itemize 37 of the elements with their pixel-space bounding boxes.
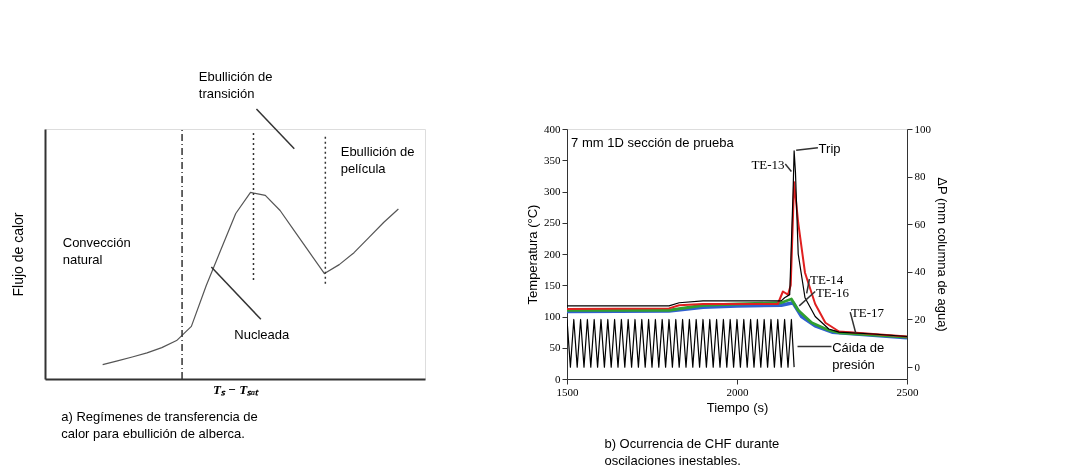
y-tick-label: 50 — [549, 341, 561, 354]
y-tick-label: 150 — [544, 278, 561, 291]
annotation: Trip — [818, 140, 841, 156]
line-series — [567, 181, 907, 338]
annotation: TE-13 — [751, 157, 785, 172]
y2-tick-label: 20 — [914, 312, 926, 325]
x-tick-label: 2000 — [726, 385, 749, 398]
text: Ebullición de transición — [198, 69, 273, 102]
annotation: TE-14 — [810, 272, 844, 287]
y2-axis-title: ΔP (mm columna de agua) — [935, 177, 950, 332]
text: b) Ocurrencia de CHF durante oscilaciones inestables. — [604, 436, 780, 468]
x-axis-title: Tiempo (s) — [706, 399, 769, 415]
y2-tick-label: 0 — [914, 360, 921, 373]
y-tick-label: 250 — [544, 216, 561, 229]
y-axis-title: Flujo de calor — [9, 212, 26, 297]
y-tick-label: 0 — [555, 372, 561, 385]
annotation: Nucleada — [234, 326, 290, 342]
y2-tick-label: 100 — [914, 122, 932, 135]
y-tick-label: 400 — [544, 122, 561, 135]
annotation: TE-16 — [815, 284, 850, 300]
y-tick-label: 100 — [544, 310, 561, 322]
y-tick-label: 300 — [544, 185, 561, 197]
annotation: Cáida de presión — [832, 339, 885, 372]
x-axis-title: Tₛ − Tₛₐₜ — [212, 381, 260, 397]
y-axis-title: Temperatura (°C) — [525, 204, 540, 305]
annotation: Convección natural — [62, 235, 131, 268]
text: a) Regímenes de transferencia de calor para ebullición de alberca. — [61, 408, 258, 441]
x-tick-label: 2500 — [896, 385, 919, 398]
annotation: 7 mm 1D sección de prueba — [571, 134, 735, 150]
y-tick-label: 200 — [544, 247, 561, 260]
y2-tick-label: 40 — [914, 265, 926, 278]
y-tick-label: 350 — [544, 153, 561, 166]
y2-tick-label: 80 — [914, 170, 926, 183]
annotation: TE-17 — [850, 305, 885, 321]
text: Ebullición de película — [340, 143, 415, 176]
y2-tick-label: 60 — [914, 217, 926, 230]
x-tick-label: 1500 — [556, 385, 579, 398]
